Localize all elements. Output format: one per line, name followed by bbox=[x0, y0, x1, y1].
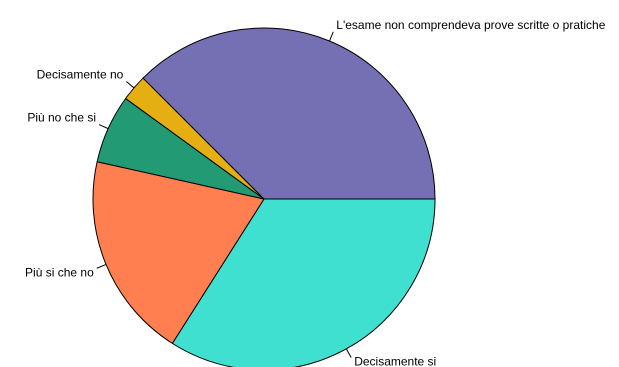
pie-label-decisamente-no: Decisamente no bbox=[37, 67, 124, 81]
pie-label-l-esame-non-comprendeva-prove-scritte-o-pratiche: L'esame non comprendeva prove scritte o … bbox=[336, 18, 605, 32]
pie-label-tick bbox=[96, 263, 107, 269]
pie-label-tick bbox=[126, 81, 135, 89]
pie-label-piu-si-che-no: Più si che no bbox=[25, 265, 94, 279]
pie-label-decisamente-si: Decisamente si bbox=[354, 355, 436, 367]
pie-slices bbox=[92, 27, 436, 367]
pie-label-piu-no-che-si: Più no che si bbox=[27, 111, 96, 125]
pie-label-tick bbox=[98, 124, 109, 130]
pie-slice-l-esame-non-comprendeva-prove-scritte-o-pratiche bbox=[142, 27, 436, 200]
pie-label-tick bbox=[328, 31, 334, 42]
pie-label-tick bbox=[345, 348, 352, 358]
pie-labels: Decisamente si Più si che no Più no che si… bbox=[25, 18, 606, 367]
